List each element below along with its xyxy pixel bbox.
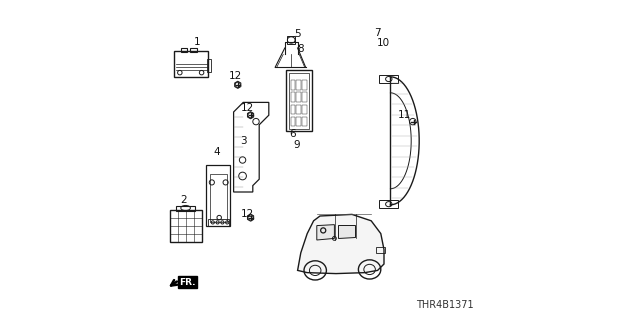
- Bar: [380, 75, 399, 83]
- Text: 9: 9: [293, 140, 300, 150]
- Bar: [302, 80, 307, 90]
- Text: 3: 3: [240, 136, 246, 147]
- Bar: [287, 36, 296, 44]
- Text: 12: 12: [241, 209, 254, 220]
- Text: 2: 2: [180, 195, 188, 205]
- Bar: [296, 105, 301, 114]
- Bar: [291, 117, 295, 126]
- Text: 8: 8: [298, 44, 304, 54]
- Bar: [287, 70, 312, 131]
- Text: 10: 10: [377, 38, 390, 48]
- Text: FR.: FR.: [179, 278, 196, 287]
- Bar: [302, 92, 307, 102]
- Bar: [291, 92, 295, 102]
- Bar: [291, 80, 295, 90]
- Bar: [174, 51, 208, 77]
- Text: 5: 5: [294, 28, 301, 39]
- Bar: [210, 174, 227, 222]
- Bar: [296, 80, 301, 90]
- Bar: [291, 105, 295, 114]
- Bar: [191, 48, 197, 52]
- Bar: [376, 247, 385, 253]
- Polygon shape: [338, 225, 355, 238]
- Text: 11: 11: [397, 110, 411, 120]
- Text: 12: 12: [241, 103, 254, 113]
- Bar: [289, 73, 310, 129]
- Bar: [206, 165, 230, 226]
- Text: 12: 12: [229, 71, 243, 81]
- Text: 6: 6: [289, 129, 296, 139]
- Bar: [296, 117, 301, 126]
- Text: THR4B1371: THR4B1371: [416, 300, 474, 310]
- Bar: [207, 59, 211, 72]
- Bar: [176, 206, 195, 211]
- Bar: [181, 48, 188, 52]
- Bar: [170, 210, 202, 242]
- Bar: [296, 92, 301, 102]
- Text: 4: 4: [214, 147, 220, 157]
- Text: 1: 1: [193, 36, 200, 47]
- Bar: [208, 219, 229, 226]
- Polygon shape: [298, 214, 384, 274]
- Bar: [302, 105, 307, 114]
- Text: 7: 7: [374, 28, 380, 38]
- Bar: [302, 117, 307, 126]
- Polygon shape: [317, 225, 334, 240]
- Bar: [380, 200, 399, 208]
